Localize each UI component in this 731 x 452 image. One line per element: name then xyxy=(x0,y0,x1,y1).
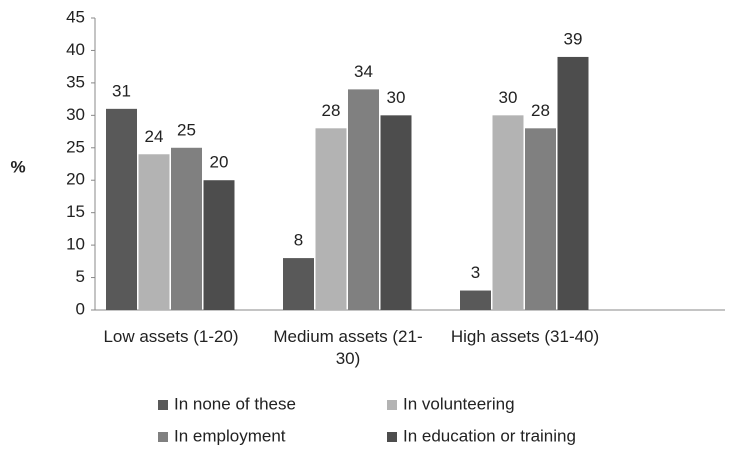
bar xyxy=(138,154,170,310)
legend-label: In volunteering xyxy=(403,394,515,413)
bar xyxy=(557,56,589,310)
legend-label: In employment xyxy=(174,426,286,445)
legend-swatch xyxy=(387,400,397,410)
bar xyxy=(348,89,379,310)
y-tick-label: 15 xyxy=(66,202,85,221)
data-label: 24 xyxy=(145,127,164,146)
y-tick-label: 30 xyxy=(66,105,85,124)
data-label: 30 xyxy=(387,88,406,107)
legend-label: In education or training xyxy=(403,426,576,445)
bar xyxy=(525,128,556,310)
y-tick-label: 20 xyxy=(66,170,85,189)
bar xyxy=(283,258,314,310)
y-tick-label: 40 xyxy=(66,40,85,59)
y-tick-label: 5 xyxy=(76,267,85,286)
legend-swatch xyxy=(158,432,168,442)
bar xyxy=(106,108,137,310)
data-label: 3 xyxy=(471,263,480,282)
data-label: 8 xyxy=(294,231,303,250)
data-label: 28 xyxy=(531,101,550,120)
legend-swatch xyxy=(387,432,397,442)
data-label: 34 xyxy=(354,62,373,81)
legend-swatch xyxy=(158,400,168,410)
y-tick-label: 35 xyxy=(66,72,85,91)
legend-label: In none of these xyxy=(174,394,296,413)
bar xyxy=(315,128,347,310)
x-tick-label: High assets (31-40) xyxy=(450,327,600,346)
x-tick-label: Medium assets (21-30) xyxy=(273,327,423,368)
x-tick-label: Low assets (1-20) xyxy=(103,327,239,346)
bar xyxy=(380,115,412,310)
y-tick-label: 25 xyxy=(66,137,85,156)
bar xyxy=(492,115,524,310)
y-tick-label: 45 xyxy=(66,7,85,26)
data-label: 39 xyxy=(564,29,583,48)
bar xyxy=(171,147,202,310)
data-label: 31 xyxy=(112,81,131,100)
data-label: 25 xyxy=(177,120,196,139)
y-tick-label: 10 xyxy=(66,235,85,254)
bar xyxy=(460,290,491,310)
y-tick-label: 0 xyxy=(76,299,85,318)
bar xyxy=(203,180,235,310)
data-label: 30 xyxy=(499,88,518,107)
data-label: 28 xyxy=(322,101,341,120)
y-axis-label: % xyxy=(10,157,25,176)
data-label: 20 xyxy=(210,153,229,172)
